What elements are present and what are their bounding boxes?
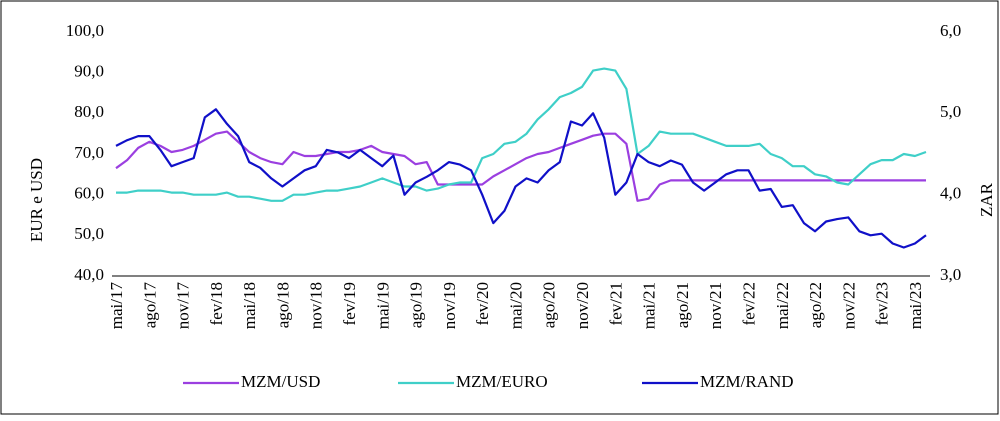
series-line xyxy=(115,130,926,202)
y2-tick-label: 6,0 xyxy=(940,21,961,40)
series-line xyxy=(116,67,927,202)
x-tick-label: nov/18 xyxy=(307,282,326,329)
y2-axis-title: ZAR xyxy=(977,182,996,217)
x-tick-label: ago/17 xyxy=(140,282,159,329)
x-tick-label: fev/20 xyxy=(473,282,492,325)
legend-label: MZM/RAND xyxy=(700,372,794,391)
y-tick-label: 90,0 xyxy=(74,62,104,81)
y-axis-title: EUR e USD xyxy=(27,158,46,242)
legend-label: MZM/USD xyxy=(241,372,320,391)
y-tick-label: 40,0 xyxy=(74,265,104,284)
y-tick-label: 70,0 xyxy=(74,143,104,162)
x-tick-label: nov/19 xyxy=(440,282,459,329)
legend-label: MZM/EURO xyxy=(456,372,548,391)
x-tick-label: fev/23 xyxy=(873,282,892,325)
y2-tick-label: 4,0 xyxy=(940,184,961,203)
x-tick-label: ago/19 xyxy=(407,282,426,328)
x-tick-label: nov/21 xyxy=(706,282,725,329)
x-tick-label: mai/18 xyxy=(240,282,259,329)
x-tick-label: fev/18 xyxy=(207,282,226,325)
y2-tick-label: 3,0 xyxy=(940,265,961,284)
y2-tick-label: 5,0 xyxy=(940,102,961,121)
x-tick-label: mai/19 xyxy=(373,282,392,329)
x-tick-label: fev/19 xyxy=(340,282,359,325)
x-tick-label: mai/21 xyxy=(640,282,659,329)
x-tick-label: mai/20 xyxy=(506,282,525,329)
y-tick-label: 80,0 xyxy=(74,102,104,121)
x-tick-label: ago/22 xyxy=(806,282,825,328)
y-tick-label: 100,0 xyxy=(66,21,104,40)
x-tick-label: fev/22 xyxy=(739,282,758,325)
y-tick-label: 50,0 xyxy=(74,224,104,243)
x-tick-label: nov/20 xyxy=(573,282,592,329)
x-tick-label: nov/17 xyxy=(174,282,193,330)
x-tick-label: mai/17 xyxy=(107,282,126,330)
x-tick-label: ago/18 xyxy=(273,282,292,328)
x-tick-label: mai/22 xyxy=(773,282,792,329)
x-tick-label: fev/21 xyxy=(606,282,625,325)
x-tick-label: mai/23 xyxy=(906,282,925,329)
y-tick-label: 60,0 xyxy=(74,184,104,203)
series-line xyxy=(115,108,927,249)
x-tick-label: ago/20 xyxy=(540,282,559,328)
x-tick-label: ago/21 xyxy=(673,282,692,328)
x-tick-label: nov/22 xyxy=(839,282,858,329)
